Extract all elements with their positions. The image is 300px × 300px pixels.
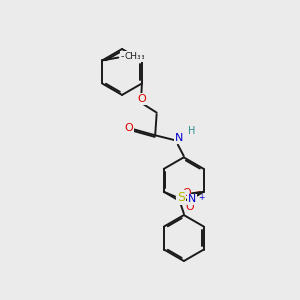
- Text: S: S: [177, 190, 185, 204]
- Text: O: O: [182, 188, 191, 198]
- Text: H: H: [188, 126, 195, 136]
- Text: O: O: [124, 123, 133, 133]
- Text: ⁻: ⁻: [191, 188, 200, 197]
- Text: O: O: [137, 94, 146, 104]
- Text: N: N: [175, 133, 184, 143]
- Text: —CH₃: —CH₃: [121, 52, 145, 61]
- Text: O: O: [185, 202, 194, 212]
- Text: +: +: [198, 194, 204, 202]
- Text: N: N: [188, 194, 196, 205]
- Text: CH₃: CH₃: [125, 52, 141, 61]
